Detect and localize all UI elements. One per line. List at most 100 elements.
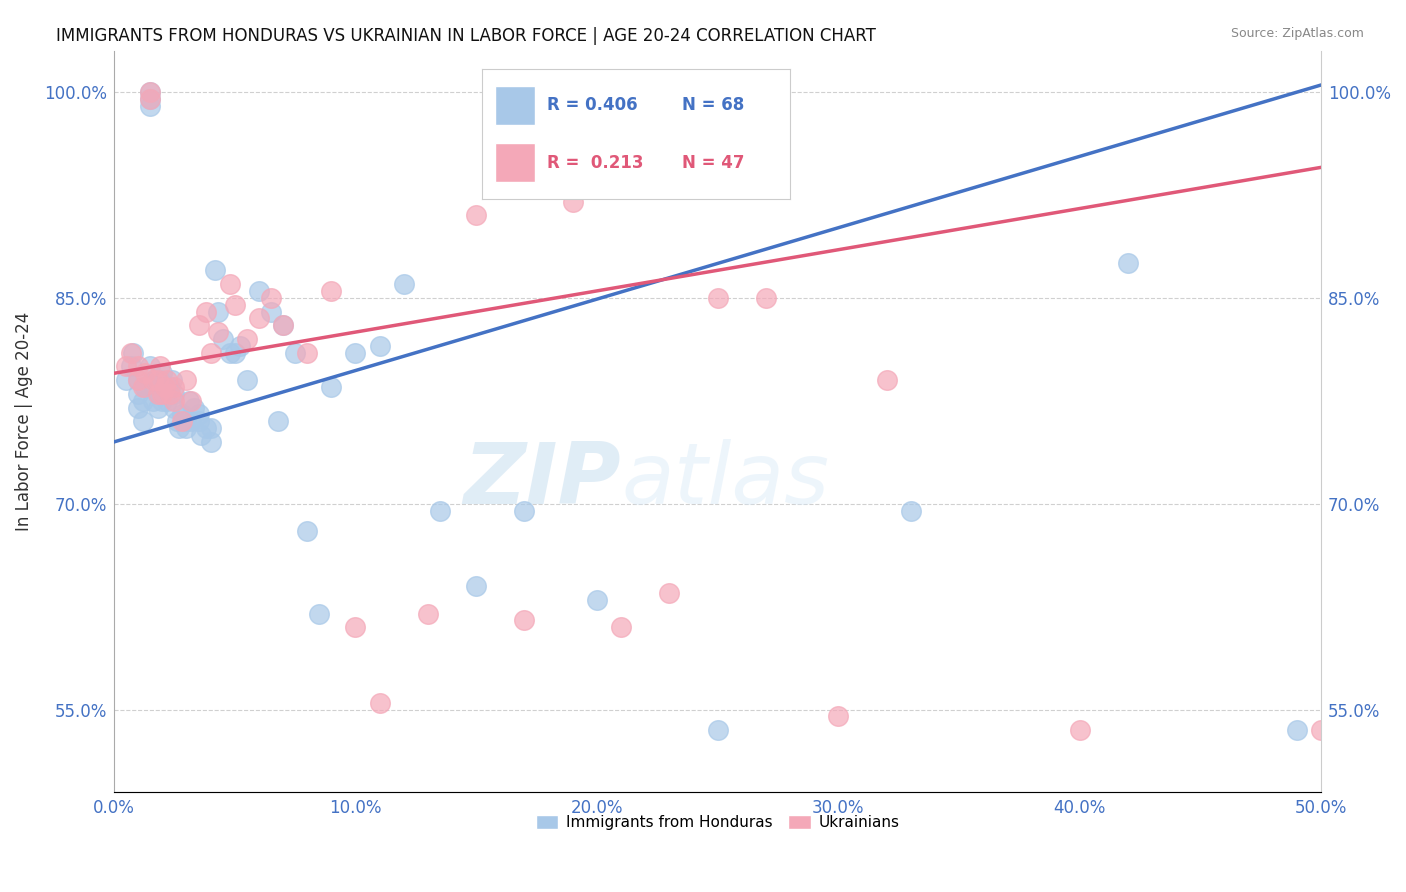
Point bbox=[142, 393, 165, 408]
Point bbox=[224, 298, 246, 312]
Point bbox=[127, 387, 149, 401]
Point bbox=[228, 339, 250, 353]
Point bbox=[321, 284, 343, 298]
Point bbox=[166, 414, 188, 428]
Point bbox=[150, 380, 173, 394]
Point bbox=[187, 318, 209, 333]
Text: IMMIGRANTS FROM HONDURAS VS UKRAINIAN IN LABOR FORCE | AGE 20-24 CORRELATION CHA: IMMIGRANTS FROM HONDURAS VS UKRAINIAN IN… bbox=[56, 27, 876, 45]
Point bbox=[167, 421, 190, 435]
Point bbox=[176, 421, 198, 435]
Y-axis label: In Labor Force | Age 20-24: In Labor Force | Age 20-24 bbox=[15, 311, 32, 531]
Point bbox=[211, 332, 233, 346]
Point bbox=[190, 428, 212, 442]
Point bbox=[295, 345, 318, 359]
Point bbox=[115, 373, 138, 387]
Point bbox=[134, 380, 156, 394]
Point bbox=[224, 345, 246, 359]
Point bbox=[170, 414, 193, 428]
Point bbox=[429, 503, 451, 517]
Point bbox=[142, 380, 165, 394]
Point bbox=[200, 345, 222, 359]
Point bbox=[706, 723, 728, 738]
Point bbox=[706, 291, 728, 305]
Point bbox=[180, 393, 202, 408]
Point bbox=[187, 414, 209, 428]
Text: atlas: atlas bbox=[621, 439, 830, 522]
Point bbox=[236, 332, 259, 346]
Point bbox=[284, 345, 307, 359]
Point bbox=[513, 503, 536, 517]
Point bbox=[176, 373, 198, 387]
Point bbox=[755, 291, 778, 305]
Point bbox=[177, 393, 200, 408]
Point bbox=[183, 401, 205, 415]
Point bbox=[180, 414, 202, 428]
Point bbox=[163, 387, 186, 401]
Point bbox=[150, 393, 173, 408]
Point bbox=[513, 613, 536, 627]
Point bbox=[368, 696, 391, 710]
Point bbox=[160, 373, 183, 387]
Point bbox=[115, 359, 138, 374]
Point bbox=[159, 387, 181, 401]
Point bbox=[146, 401, 169, 415]
Point bbox=[194, 304, 217, 318]
Point bbox=[344, 620, 367, 634]
Point bbox=[127, 359, 149, 374]
Point bbox=[368, 339, 391, 353]
Legend: Immigrants from Honduras, Ukrainians: Immigrants from Honduras, Ukrainians bbox=[530, 809, 905, 836]
Point bbox=[132, 414, 155, 428]
Point bbox=[156, 393, 179, 408]
Point bbox=[900, 503, 922, 517]
Point bbox=[200, 434, 222, 449]
Point bbox=[163, 401, 186, 415]
Point bbox=[139, 98, 162, 112]
Point bbox=[1069, 723, 1091, 738]
Point bbox=[149, 373, 172, 387]
Point bbox=[120, 345, 142, 359]
Point bbox=[146, 373, 169, 387]
Point bbox=[142, 373, 165, 387]
Point bbox=[149, 359, 172, 374]
Point bbox=[207, 325, 229, 339]
Point bbox=[586, 592, 609, 607]
Point bbox=[827, 709, 849, 723]
Point bbox=[176, 414, 198, 428]
Point bbox=[194, 421, 217, 435]
Point bbox=[416, 607, 439, 621]
Point bbox=[271, 318, 294, 333]
Point bbox=[159, 380, 181, 394]
Point bbox=[1116, 256, 1139, 270]
Point bbox=[163, 393, 186, 408]
Point bbox=[187, 408, 209, 422]
Point bbox=[139, 359, 162, 374]
Point bbox=[143, 373, 166, 387]
Point bbox=[132, 380, 155, 394]
Point bbox=[150, 387, 173, 401]
Text: Source: ZipAtlas.com: Source: ZipAtlas.com bbox=[1230, 27, 1364, 40]
Point bbox=[132, 393, 155, 408]
Point bbox=[236, 373, 259, 387]
Point bbox=[163, 380, 186, 394]
Point bbox=[271, 318, 294, 333]
Point bbox=[295, 524, 318, 538]
Point bbox=[200, 421, 222, 435]
Point bbox=[219, 345, 242, 359]
Point bbox=[465, 579, 488, 593]
Point bbox=[260, 291, 283, 305]
Point bbox=[876, 373, 898, 387]
Point bbox=[308, 607, 330, 621]
Point bbox=[321, 380, 343, 394]
Point bbox=[204, 263, 226, 277]
Point bbox=[219, 277, 242, 291]
Point bbox=[561, 194, 583, 209]
Point bbox=[156, 373, 179, 387]
Point bbox=[170, 408, 193, 422]
Point bbox=[260, 304, 283, 318]
Point bbox=[139, 92, 162, 106]
Point bbox=[1285, 723, 1308, 738]
Point bbox=[247, 311, 270, 326]
Point bbox=[139, 85, 162, 99]
Point bbox=[139, 85, 162, 99]
Point bbox=[127, 373, 149, 387]
